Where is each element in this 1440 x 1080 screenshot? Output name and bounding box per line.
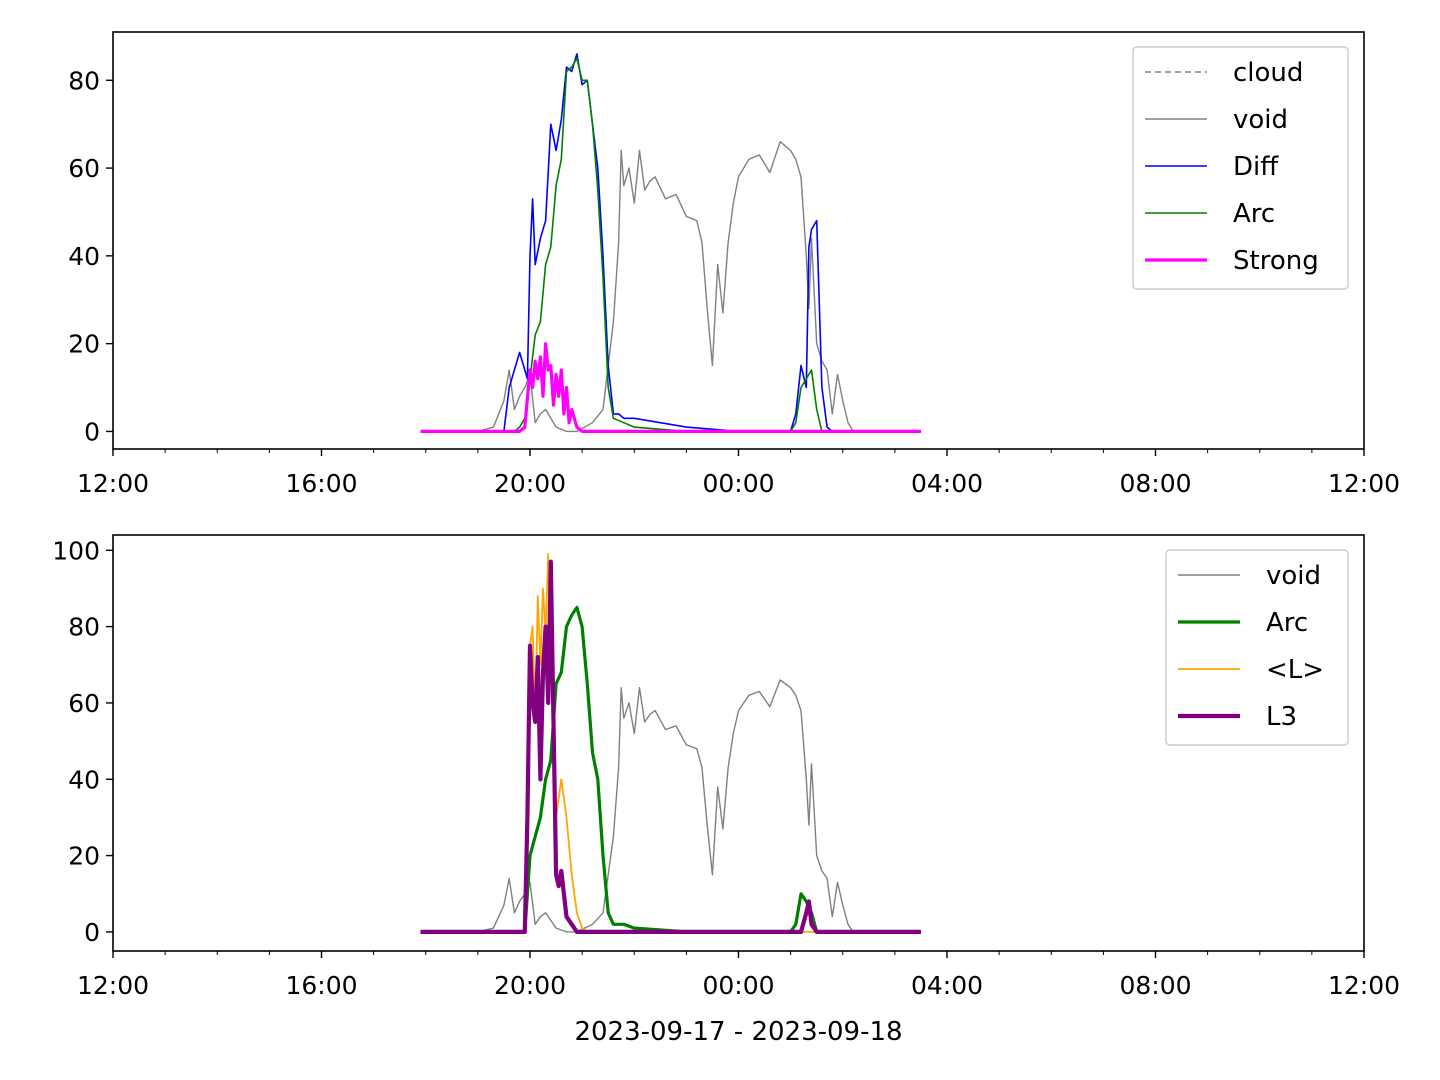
legend-box xyxy=(1132,46,1349,290)
legend: cloud void Diff Arc Strong xyxy=(1132,46,1349,290)
y-tick-label: 40 xyxy=(68,242,100,271)
series-line-diff xyxy=(420,53,921,433)
y-tick-label: 60 xyxy=(68,689,100,718)
series-line-l xyxy=(420,553,921,933)
x-tick-label: 04:00 xyxy=(911,971,983,1000)
series-line-strong xyxy=(420,342,921,433)
legend-label: Strong xyxy=(1233,246,1319,276)
y-tick-label: 80 xyxy=(68,613,100,642)
x-tick-label: 20:00 xyxy=(494,971,566,1000)
y-tick-label: 80 xyxy=(68,66,100,95)
x-tick-label: 08:00 xyxy=(1119,971,1191,1000)
x-axis-label: 2023-09-17 - 2023-09-18 xyxy=(574,1017,902,1047)
y-tick-label: 20 xyxy=(68,842,100,871)
y-tick-label: 100 xyxy=(52,536,100,565)
legend: void Arc <L> L3 xyxy=(1165,549,1349,746)
x-tick-label: 08:00 xyxy=(1119,469,1191,498)
series-group xyxy=(420,553,921,935)
series-line-arc xyxy=(420,57,921,433)
y-tick-label: 0 xyxy=(84,417,100,446)
y-tick-label: 20 xyxy=(68,330,100,359)
x-tick-label: 16:00 xyxy=(285,469,357,498)
legend-label: Arc xyxy=(1266,608,1308,638)
series-line-l3 xyxy=(420,559,921,935)
series-group xyxy=(420,53,921,433)
x-tick-label: 00:00 xyxy=(702,469,774,498)
legend-label: void xyxy=(1233,105,1288,135)
legend-label: Diff xyxy=(1233,152,1279,182)
y-tick-label: 40 xyxy=(68,765,100,794)
legend-label: L3 xyxy=(1266,702,1297,732)
x-tick-label: 16:00 xyxy=(285,971,357,1000)
series-line-void xyxy=(420,140,921,433)
x-tick-label: 00:00 xyxy=(702,971,774,1000)
x-tick-label: 12:00 xyxy=(77,971,149,1000)
series-line-void xyxy=(420,679,921,933)
x-tick-label: 12:00 xyxy=(1328,469,1400,498)
x-tick-label: 04:00 xyxy=(911,469,983,498)
y-tick-label: 60 xyxy=(68,154,100,183)
legend-label: Arc xyxy=(1233,199,1275,229)
panel-1: 0 20 40 60 80 12:00 16:00 20:00 00:00 04:00 08:00 1… xyxy=(68,31,1400,498)
x-tick-label: 12:00 xyxy=(77,469,149,498)
x-tick-label: 12:00 xyxy=(1328,971,1400,1000)
series-line-arc xyxy=(420,605,921,934)
legend-label: cloud xyxy=(1233,58,1303,88)
x-tick-label: 20:00 xyxy=(494,469,566,498)
y-tick-label: 0 xyxy=(84,918,100,947)
legend-label: <L> xyxy=(1266,655,1324,685)
panel-2: 0 20 40 60 80 100 12:00 16:00 20:00 00:00 04:00 08:… xyxy=(52,534,1400,1047)
legend-label: void xyxy=(1266,561,1321,591)
legend-box xyxy=(1165,549,1349,746)
